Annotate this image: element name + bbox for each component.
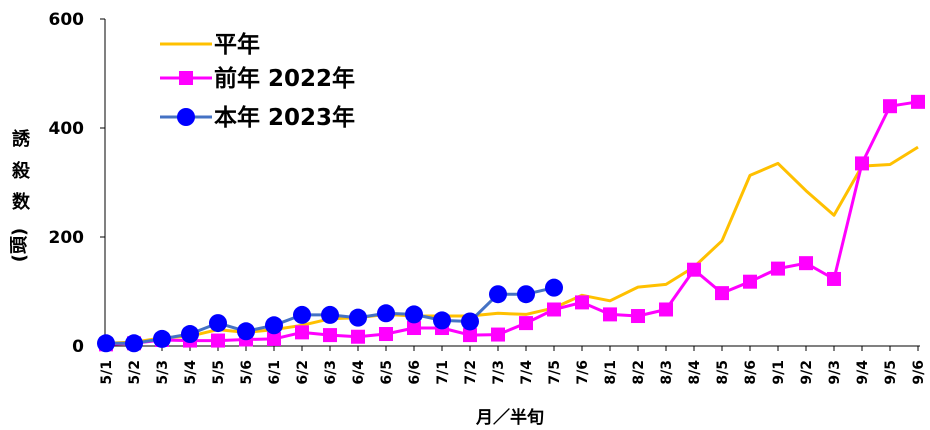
series-0: [105, 145, 919, 345]
data-point: [125, 334, 143, 353]
data-point: [855, 156, 869, 171]
y-axis-label-part: (頭): [9, 228, 30, 262]
x-tick-label: 9/6: [911, 360, 927, 385]
data-point: [265, 316, 283, 335]
y-tick-label: 600: [49, 10, 85, 30]
x-tick-label: 6/1: [267, 360, 283, 385]
data-point: [323, 328, 337, 343]
data-point: [267, 331, 281, 346]
data-point: [379, 327, 393, 342]
data-point: [209, 314, 227, 333]
data-point: [97, 334, 115, 353]
legend-marker: [179, 71, 193, 85]
y-tick-label: 400: [49, 119, 85, 139]
data-point: [321, 305, 339, 324]
data-point: [491, 327, 505, 342]
data-point: [293, 305, 311, 324]
data-point: [349, 308, 367, 327]
x-tick-label: 5/6: [239, 360, 255, 385]
data-point: [799, 256, 813, 271]
x-tick-label: 8/1: [603, 360, 619, 385]
x-tick-label: 7/3: [491, 360, 507, 385]
data-point: [433, 311, 451, 330]
y-axis-label-part: 殺: [11, 160, 31, 182]
legend-label: 本年 2023年: [214, 104, 355, 131]
x-tick-label: 6/3: [323, 360, 339, 385]
data-point: [771, 261, 785, 276]
series-2: [97, 278, 563, 353]
data-point: [575, 295, 589, 310]
data-point: [659, 302, 673, 317]
y-tick-label: 0: [72, 337, 84, 357]
data-point: [545, 278, 563, 297]
x-tick-label: 9/3: [827, 360, 843, 385]
x-tick-label: 6/5: [379, 360, 395, 385]
legend-label: 平年: [214, 31, 260, 58]
x-tick-label: 5/5: [211, 360, 227, 385]
x-tick-label: 9/5: [883, 360, 899, 385]
data-point: [519, 316, 533, 331]
data-point: [489, 285, 507, 304]
legend-marker: [177, 108, 195, 126]
x-tick-label: 5/4: [183, 360, 199, 385]
x-tick-label: 7/4: [519, 360, 535, 385]
legend-item: 前年 2022年: [160, 65, 355, 92]
data-point: [547, 302, 561, 317]
data-point: [181, 325, 199, 344]
data-point: [517, 285, 535, 304]
series-line: [105, 100, 919, 346]
x-tick-label: 8/5: [715, 360, 731, 385]
series-layer: [97, 94, 925, 353]
series-line: [105, 145, 919, 345]
legend-label: 前年 2022年: [214, 65, 355, 92]
x-tick-label: 6/2: [295, 360, 311, 385]
y-tick-label: 200: [49, 228, 85, 248]
x-tick-label: 8/2: [631, 360, 647, 385]
data-point: [377, 304, 395, 323]
data-point: [211, 333, 225, 348]
data-point: [687, 262, 701, 277]
x-tick-label: 8/4: [687, 360, 703, 385]
data-point: [461, 312, 479, 331]
y-axis-label: 誘殺数 (頭): [9, 128, 31, 262]
x-tick-label: 9/1: [771, 360, 787, 385]
x-tick-label: 5/1: [99, 360, 115, 385]
data-point: [407, 321, 421, 336]
x-tick-label: 6/4: [351, 360, 367, 385]
x-tick-label: 7/2: [463, 360, 479, 385]
x-tick-label: 6/6: [407, 360, 423, 385]
data-point: [603, 307, 617, 322]
data-point: [237, 322, 255, 341]
y-axis-label-part: 誘: [12, 128, 31, 150]
x-axis-ticks: 5/1 5/2 5/3 5/4 5/5 5/6 6/1 6/2 6/3 6/4 6/5 6/6 7/1 7…: [99, 346, 927, 385]
legend-item: 本年 2023年: [160, 104, 355, 131]
x-tick-label: 9/4: [855, 360, 871, 385]
data-point: [883, 99, 897, 114]
x-axis-label: 月／半旬: [475, 407, 544, 428]
x-tick-label: 5/3: [155, 360, 171, 385]
y-axis-ticks: 0 200 400 600: [49, 10, 105, 357]
x-tick-label: 7/6: [575, 360, 591, 385]
data-point: [351, 329, 365, 344]
data-point: [463, 328, 477, 343]
y-axis-label-part: 数: [12, 191, 31, 213]
data-point: [827, 271, 841, 286]
x-tick-label: 8/3: [659, 360, 675, 385]
x-tick-label: 8/6: [743, 360, 759, 385]
data-point: [405, 305, 423, 324]
x-tick-label: 7/1: [435, 360, 451, 385]
data-point: [631, 309, 645, 324]
data-point: [911, 94, 925, 109]
x-tick-label: 9/2: [799, 360, 815, 385]
data-point: [743, 274, 757, 289]
data-point: [715, 286, 729, 301]
x-tick-label: 5/2: [127, 360, 143, 385]
data-point: [295, 325, 309, 340]
legend-item: 平年: [160, 31, 260, 58]
x-tick-label: 7/5: [547, 360, 563, 385]
data-point: [153, 329, 171, 348]
